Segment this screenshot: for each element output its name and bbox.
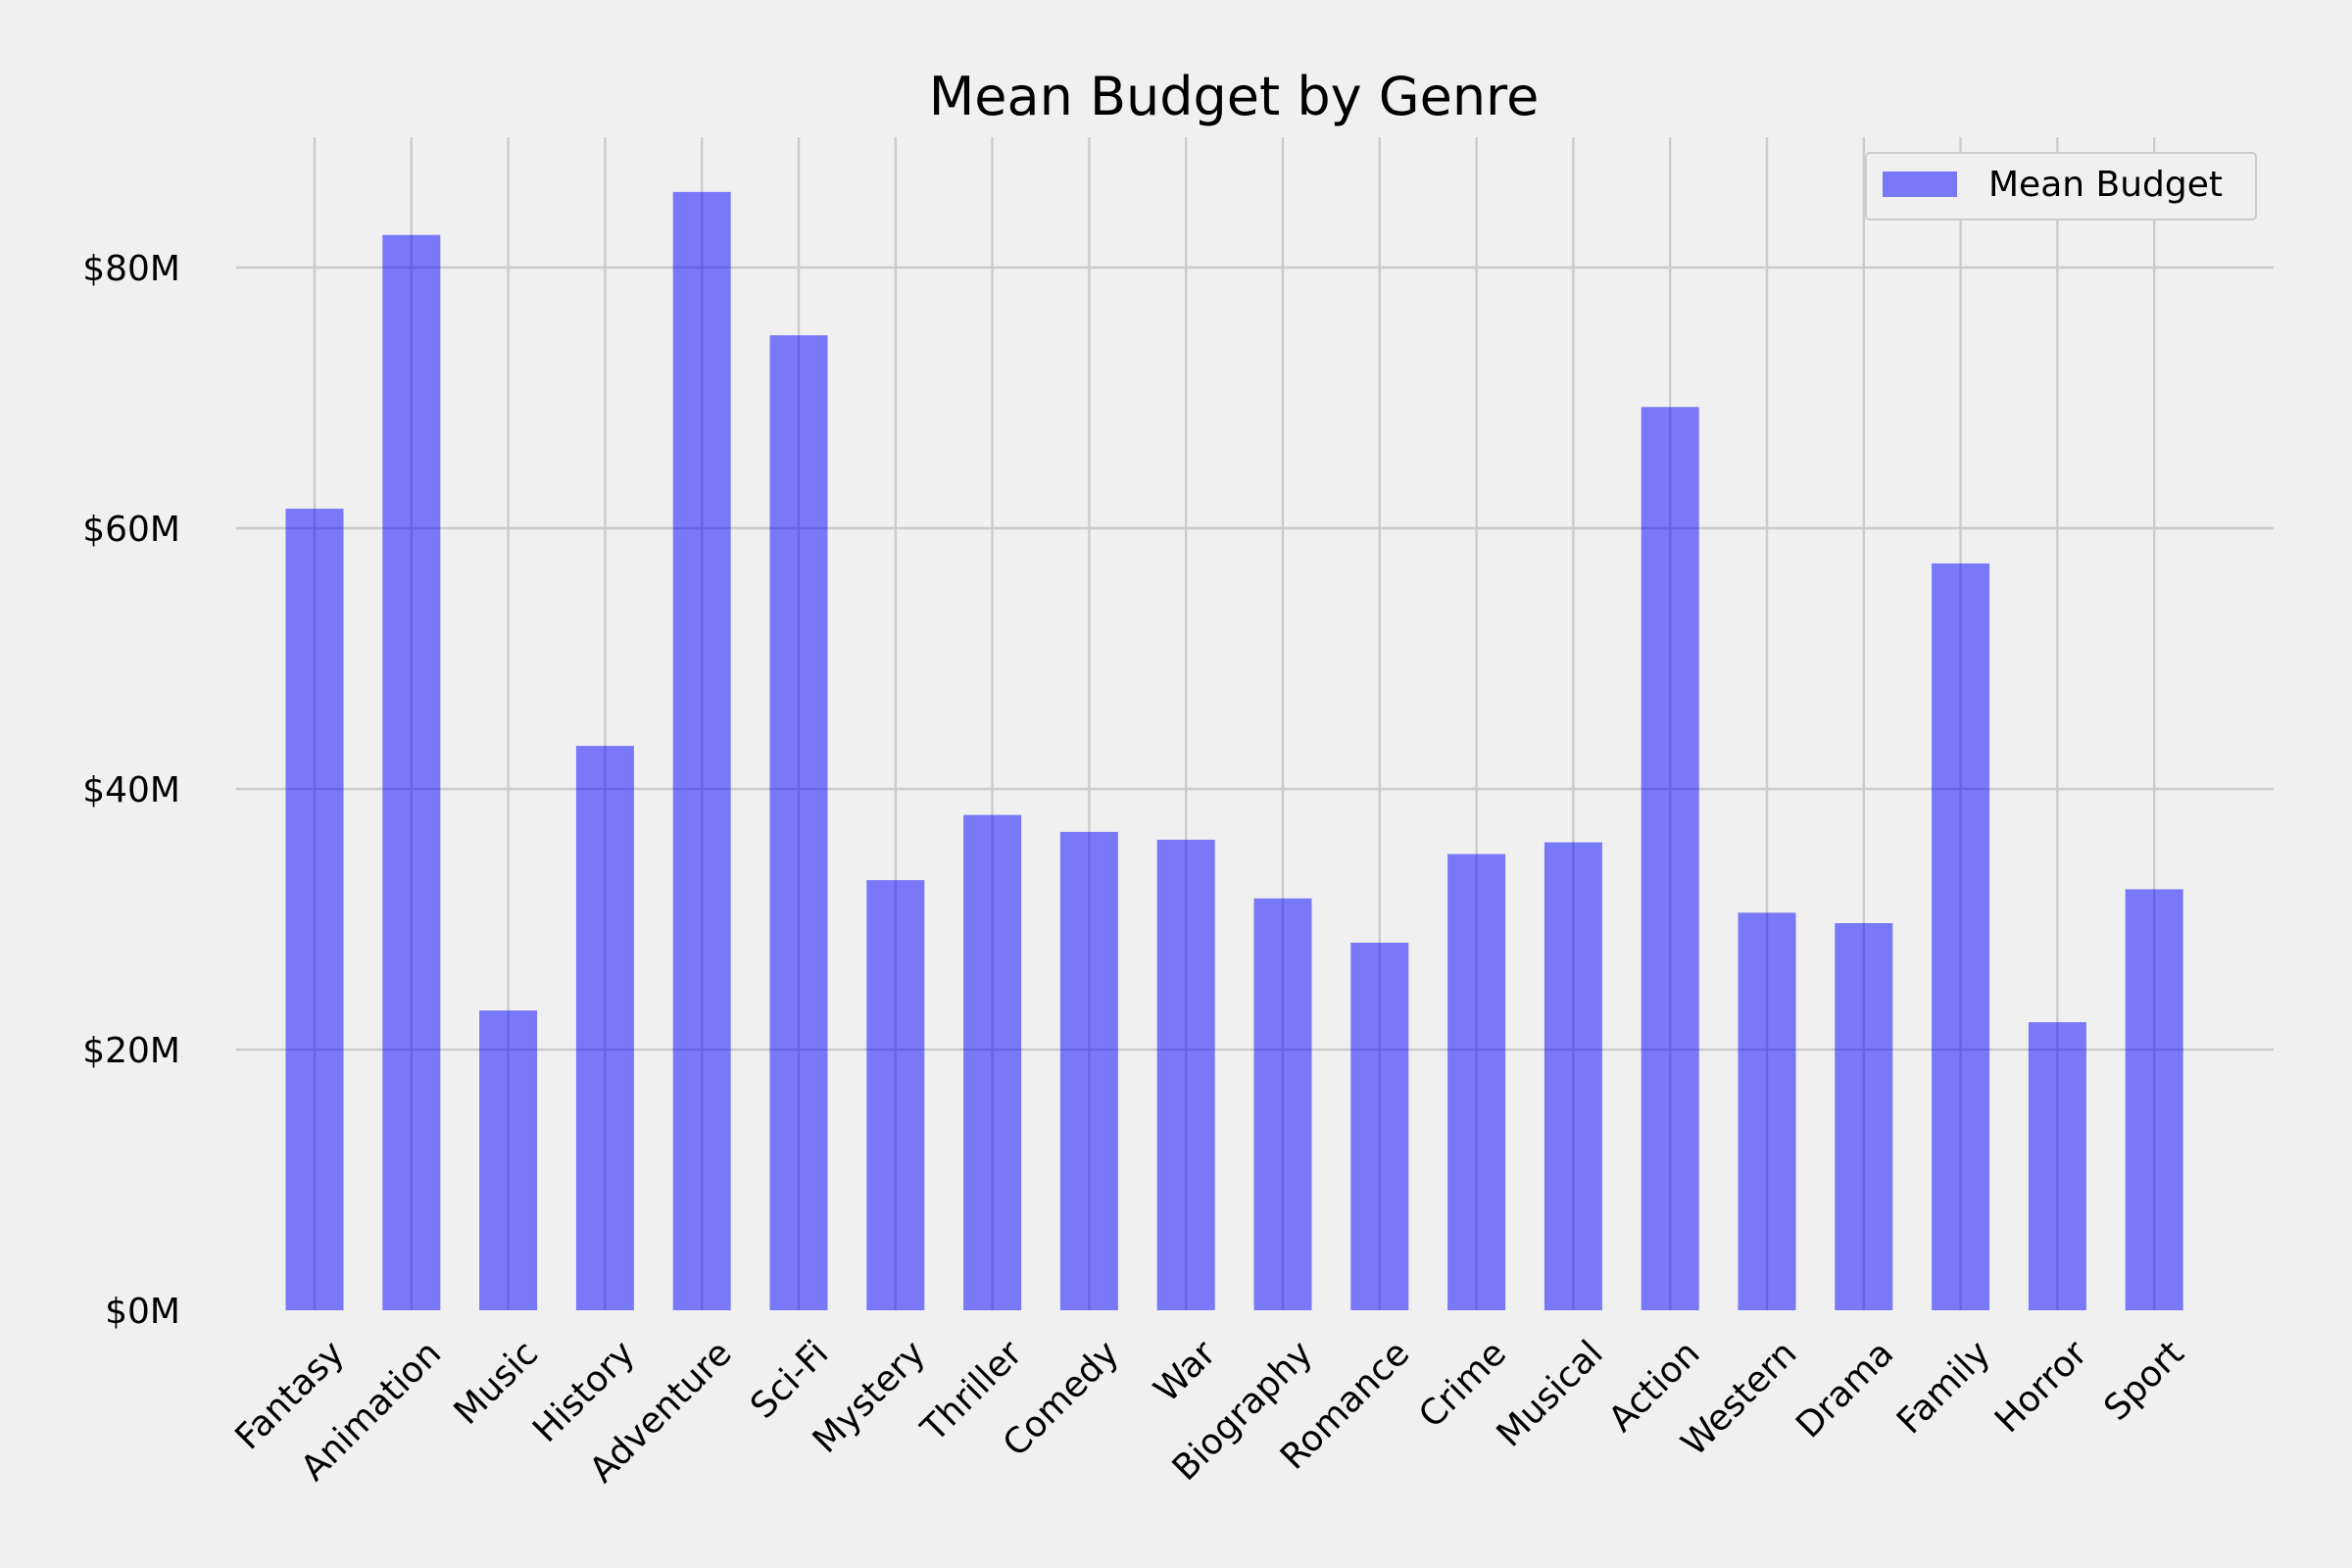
bar <box>2125 889 2183 1310</box>
bar <box>1835 922 1893 1310</box>
y-tick-label: $80M <box>82 249 180 289</box>
bar <box>1544 842 1602 1310</box>
bar <box>963 814 1022 1310</box>
bar <box>1156 839 1215 1310</box>
y-tick-labels: $0M $20M $40M $60M $80M <box>82 249 180 1332</box>
legend-box <box>1865 152 2257 220</box>
y-tick-label: $40M <box>82 770 180 810</box>
bar <box>672 191 731 1311</box>
y-tick-label: $20M <box>82 1031 180 1071</box>
bar <box>1253 898 1312 1310</box>
bar <box>1350 942 1409 1310</box>
legend-label: Mean Budget <box>1988 165 2223 205</box>
bar <box>1932 563 1990 1310</box>
bar <box>1447 854 1506 1310</box>
y-tick-label: $60M <box>82 510 180 550</box>
bar <box>769 335 828 1310</box>
bar <box>382 234 441 1310</box>
bar <box>1738 912 1796 1310</box>
bar <box>575 746 634 1310</box>
legend: Mean Budget <box>1865 152 2257 220</box>
bar <box>479 1010 538 1310</box>
legend-swatch <box>1883 172 1957 197</box>
bar <box>866 880 925 1310</box>
chart-title: Mean Budget by Genre <box>929 66 1540 127</box>
y-tick-label: $0M <box>105 1292 180 1332</box>
bar <box>2028 1022 2086 1310</box>
bar <box>1641 407 1699 1310</box>
bars <box>285 191 2183 1311</box>
bar <box>1059 831 1118 1310</box>
bar <box>285 509 344 1310</box>
